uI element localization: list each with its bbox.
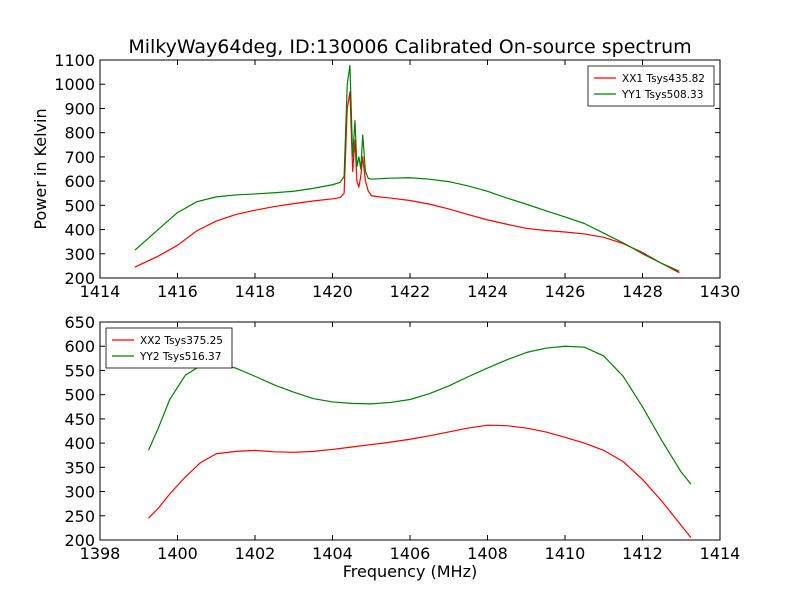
x-tick-label: 1418 bbox=[235, 282, 276, 301]
legend-label: XX1 Tsys435.82 bbox=[622, 73, 705, 85]
x-tick-label: 1402 bbox=[235, 544, 276, 563]
y-tick-label: 500 bbox=[64, 196, 95, 215]
x-tick-label: 1414 bbox=[80, 282, 121, 301]
series-line-1 bbox=[134, 91, 680, 274]
legend-box bbox=[105, 327, 233, 369]
y-tick-label: 800 bbox=[64, 124, 95, 143]
x-tick-label: 1416 bbox=[157, 282, 198, 301]
x-tick-label: 1412 bbox=[622, 544, 663, 563]
x-tick-label: 1422 bbox=[390, 282, 431, 301]
x-tick-label: 1406 bbox=[390, 544, 431, 563]
top-spectrum-panel: 1414 1416 1418 1420 1422 1424 1426 1428 1430 200 3… bbox=[31, 51, 740, 301]
y-tick-label: 300 bbox=[64, 483, 95, 502]
legend-label: YY1 Tsys508.33 bbox=[621, 89, 703, 101]
y-tick-label: 200 bbox=[64, 531, 95, 550]
y-tick-label: 500 bbox=[64, 386, 95, 405]
x-tick-label: 1420 bbox=[312, 282, 353, 301]
y-tick-label: 1000 bbox=[54, 75, 95, 94]
y-tick-label: 600 bbox=[64, 172, 95, 191]
y-tick-label: 450 bbox=[64, 410, 95, 429]
legend: XX1 Tsys435.82 YY1 Tsys508.33 bbox=[587, 65, 715, 107]
x-tick-label: 1398 bbox=[80, 544, 121, 563]
legend: XX2 Tsys375.25 YY2 Tsys516.37 bbox=[105, 327, 233, 369]
x-tick-label: 1404 bbox=[312, 544, 353, 563]
y-tick-label: 400 bbox=[64, 434, 95, 453]
y-tick-label: 900 bbox=[64, 99, 95, 118]
y-tick-label: 650 bbox=[64, 313, 95, 332]
y-axis-label: Power in Kelvin bbox=[31, 108, 50, 229]
x-tick-label: 1408 bbox=[467, 544, 508, 563]
legend-box bbox=[587, 65, 715, 107]
bottom-spectrum-panel: 1398 1400 1402 1404 1406 1408 1410 1412 1414 200 2… bbox=[64, 313, 740, 581]
y-tick-label: 600 bbox=[64, 337, 95, 356]
x-tick-label: 1430 bbox=[700, 282, 741, 301]
x-tick-label: 1400 bbox=[157, 544, 198, 563]
legend-label: YY2 Tsys516.37 bbox=[139, 351, 221, 363]
series-lines bbox=[134, 64, 680, 274]
x-axis-label: Frequency (MHz) bbox=[343, 562, 477, 581]
x-tick-label: 1428 bbox=[622, 282, 663, 301]
y-tick-label: 400 bbox=[64, 221, 95, 240]
x-tick-label: 1424 bbox=[467, 282, 508, 301]
y-tick-label: 200 bbox=[64, 269, 95, 288]
y-tick-label: 550 bbox=[64, 361, 95, 380]
x-tick-label: 1410 bbox=[545, 544, 586, 563]
x-tick-label: 1426 bbox=[545, 282, 586, 301]
y-tick-label: 350 bbox=[64, 458, 95, 477]
y-tick-label: 300 bbox=[64, 245, 95, 264]
figure-title: MilkyWay64deg, ID:130006 Calibrated On-s… bbox=[128, 36, 691, 58]
legend-label: XX2 Tsys375.25 bbox=[140, 335, 223, 347]
series-line-1 bbox=[148, 424, 692, 538]
y-tick-label: 1100 bbox=[54, 51, 95, 70]
y-tick-label: 700 bbox=[64, 148, 95, 167]
series-line-2 bbox=[134, 64, 680, 272]
x-tick-label: 1414 bbox=[700, 544, 741, 563]
y-tick-label: 250 bbox=[64, 507, 95, 526]
